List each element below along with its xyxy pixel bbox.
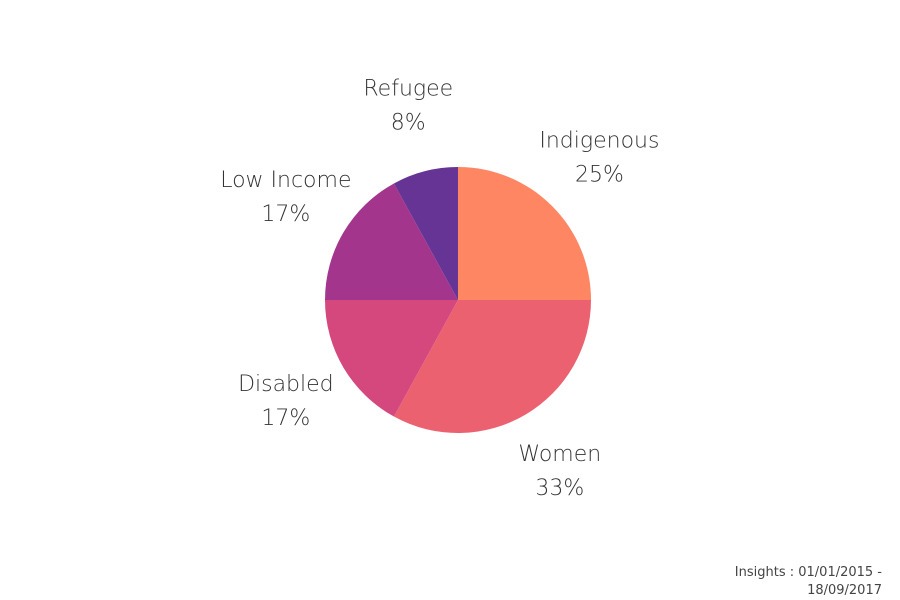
slice-value: 8% <box>391 110 426 135</box>
pie-slice <box>325 300 458 417</box>
slice-label: Indigenous <box>539 129 659 154</box>
slice-label: Refugee <box>363 76 453 101</box>
pie-slice <box>393 300 591 433</box>
slice-label: Women <box>518 442 601 467</box>
slice-label: Low Income <box>220 168 351 193</box>
slice-label: Disabled <box>238 372 334 397</box>
slice-value: 33% <box>535 476 584 501</box>
slice-value: 25% <box>575 163 624 188</box>
slice-value: 17% <box>261 406 310 431</box>
pie-slice <box>325 183 458 300</box>
pie-slice <box>458 167 591 300</box>
slice-value: 17% <box>261 202 310 227</box>
pie-slice <box>393 167 458 300</box>
date-range: Insights : 01/01/2015 - 18/09/2017 <box>734 565 882 598</box>
